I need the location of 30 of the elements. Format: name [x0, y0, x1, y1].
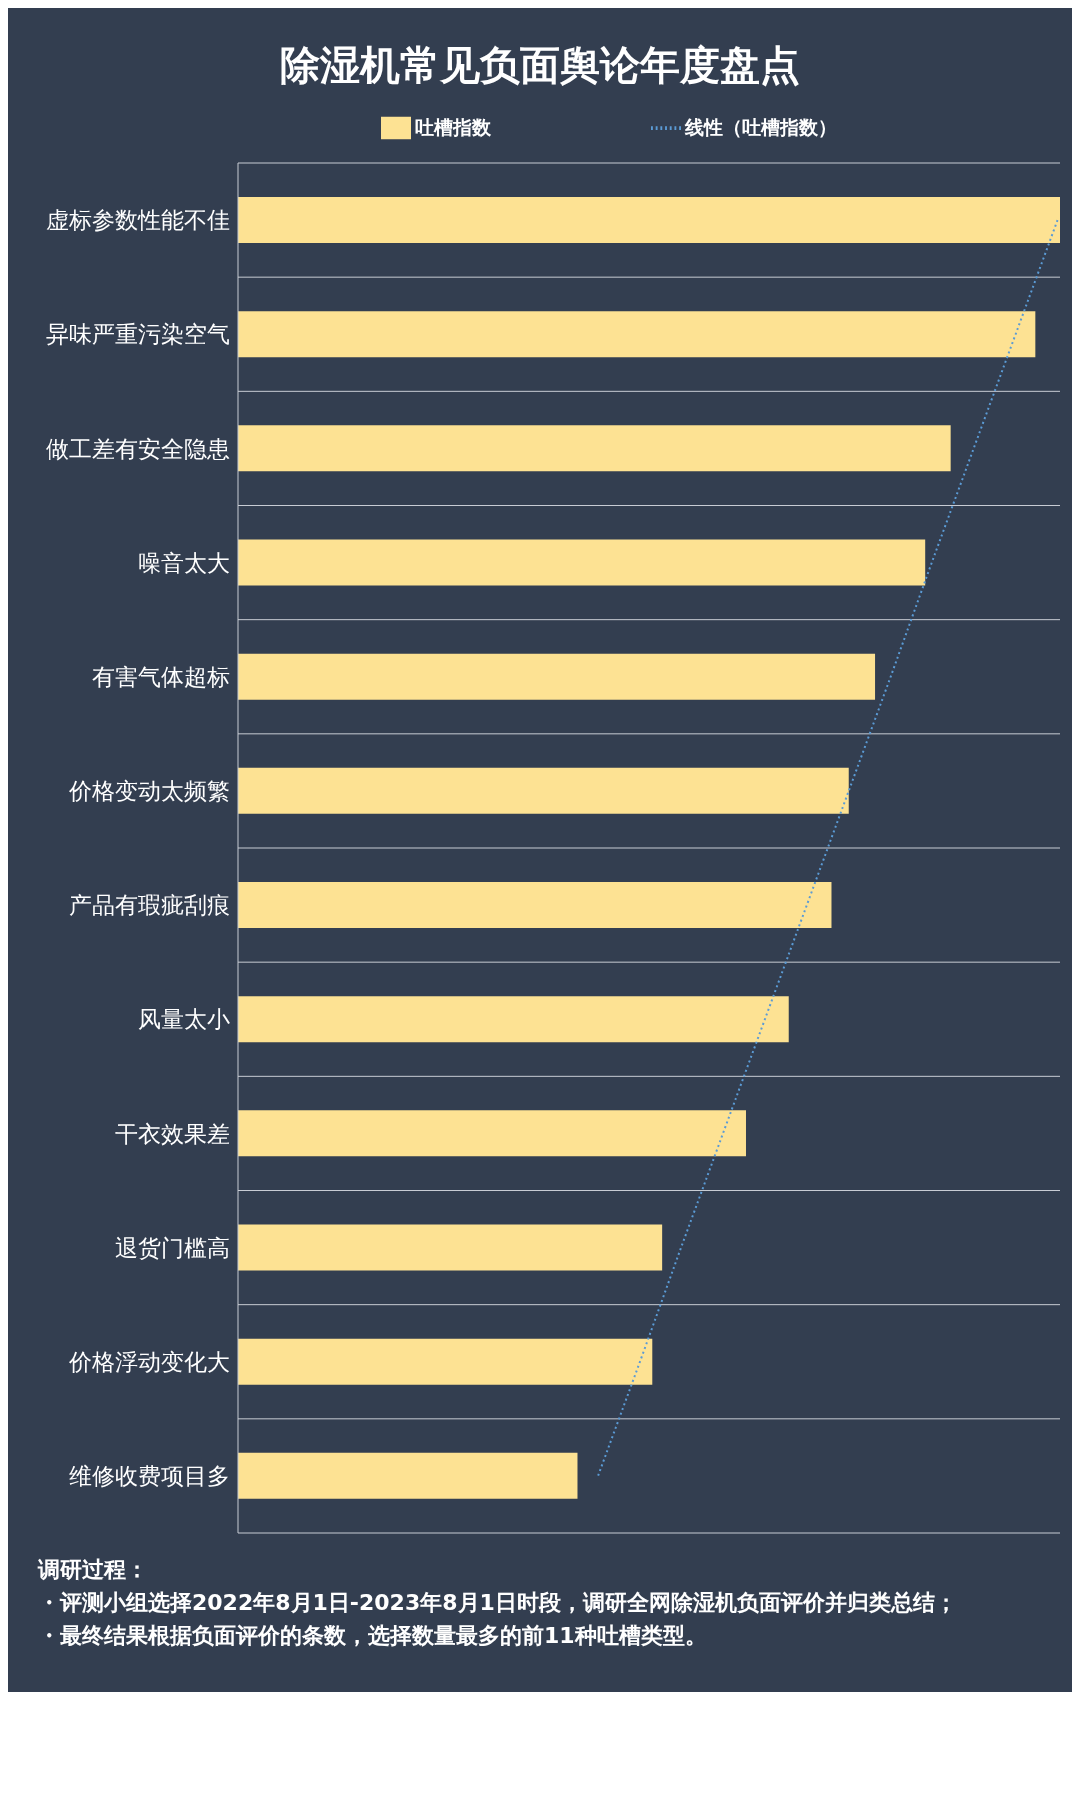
text: 调研过程：	[38, 1556, 149, 1584]
y-tick-label: 异味严重污染空气	[46, 321, 230, 348]
y-tick-label: 风量太小	[138, 1006, 230, 1033]
bar	[238, 882, 832, 928]
y-tick-label: 退货门槛高	[115, 1234, 230, 1261]
y-tick-label: 价格变动太频繁	[68, 778, 230, 805]
bar	[238, 425, 951, 472]
legend-label: 线性（吐槽指数）	[685, 115, 837, 138]
text: ・最终结果根据负面评价的条数，选择数量最多的前11种吐槽类型。	[38, 1622, 708, 1650]
y-tick-label: 做工差有安全隐患	[46, 435, 230, 462]
y-tick-label: 有害气体超标	[92, 663, 230, 690]
y-tick-label: 噪音太大	[138, 549, 230, 576]
bar	[238, 767, 849, 814]
bar	[238, 996, 789, 1043]
bar	[238, 1452, 578, 1499]
y-tick-label: 产品有瑕疵刮痕	[69, 892, 230, 919]
bar	[238, 197, 1060, 243]
bar	[238, 1338, 653, 1385]
y-tick-label: 维修收费项目多	[69, 1463, 230, 1490]
y-tick-label: 干衣效果差	[115, 1120, 230, 1147]
y-tick-label: 价格浮动变化大	[68, 1348, 230, 1375]
bar	[238, 653, 876, 700]
bar	[238, 311, 1036, 358]
text: ・评测小组选择2022年8月1日-2023年8月1日时段，调研全网除湿机负面评价并归类总结；	[38, 1589, 958, 1617]
chart-title: 除湿机常见负面舆论年度盘点	[279, 41, 801, 90]
bar	[238, 539, 926, 586]
y-tick-label: 虚标参数性能不佳	[46, 207, 230, 234]
legend-label: 吐槽指数	[415, 115, 491, 138]
bar	[238, 1110, 746, 1157]
bar	[238, 1224, 663, 1271]
